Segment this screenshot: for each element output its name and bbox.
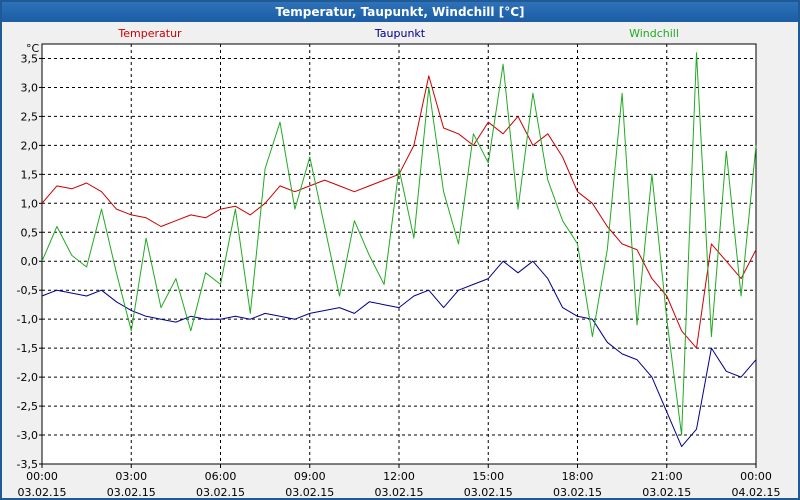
legend-entry-temperatur: Temperatur <box>117 27 182 40</box>
y-tick-label: 1,0 <box>21 197 39 210</box>
x-tick-date-label: 04.02.15 <box>732 486 781 498</box>
y-axis: °C 3,5 3,0 2,5 2,0 1,5 1,0 0,5 0,0 -0,5 -1,0 -1,5 -… <box>17 42 42 471</box>
x-tick-time-label: 06:00 <box>205 470 237 483</box>
legend-entry-taupunkt: Taupunkt <box>374 27 426 40</box>
series-lines <box>41 52 757 448</box>
x-tick-time-label: 18:00 <box>562 470 594 483</box>
y-tick-label: 3,0 <box>21 81 39 94</box>
series-line-windchill <box>41 52 757 436</box>
x-tick-time-label: 09:00 <box>294 470 326 483</box>
legend: Temperatur Taupunkt Windchill <box>117 27 679 40</box>
y-tick-label: 2,0 <box>21 139 39 152</box>
x-tick-date-label: 03.02.15 <box>18 486 67 498</box>
y-tick-label: -3,5 <box>17 458 38 471</box>
y-tick-label: 1,5 <box>21 168 39 181</box>
x-tick-time-label: 12:00 <box>383 470 415 483</box>
y-tick-label: 0,5 <box>21 226 39 239</box>
x-tick-time-label: 15:00 <box>472 470 504 483</box>
y-tick-label: -0,5 <box>17 284 38 297</box>
x-tick-date-label: 03.02.15 <box>553 486 602 498</box>
x-axis: 00:00 03.02.15 03:00 03.02.15 06:00 03.02.15 0… <box>18 464 781 498</box>
chart-area: °C 3,5 3,0 2,5 2,0 1,5 1,0 0,5 0,0 -0,5 -1,0 -1,5 -… <box>17 27 781 498</box>
x-tick-time-label: 00:00 <box>26 470 58 483</box>
x-tick-date-label: 03.02.15 <box>285 486 334 498</box>
y-tick-label: -3,0 <box>17 429 38 442</box>
window-title: Temperatur, Taupunkt, Windchill [°C] <box>2 2 798 22</box>
x-tick-date-label: 03.02.15 <box>642 486 691 498</box>
y-tick-label: 2,5 <box>21 110 39 123</box>
y-tick-label: -1,0 <box>17 313 38 326</box>
x-tick-time-label: 03:00 <box>115 470 147 483</box>
y-tick-label: -2,5 <box>17 400 38 413</box>
x-tick-time-label: 21:00 <box>651 470 683 483</box>
x-tick-date-label: 03.02.15 <box>375 486 424 498</box>
x-tick-date-label: 03.02.15 <box>464 486 513 498</box>
y-tick-label: -2,0 <box>17 371 38 384</box>
y-tick-label: 3,5 <box>21 52 39 65</box>
y-tick-label: 0,0 <box>21 255 39 268</box>
x-tick-time-label: 00:00 <box>740 470 772 483</box>
series-line-taupunkt <box>41 260 757 448</box>
x-tick-date-label: 03.02.15 <box>107 486 156 498</box>
series-line-temperatur <box>41 75 757 349</box>
x-tick-date-label: 03.02.15 <box>196 486 245 498</box>
y-tick-label: -1,5 <box>17 342 38 355</box>
legend-entry-windchill: Windchill <box>629 27 679 40</box>
y-axis-unit-label: °C <box>26 42 40 55</box>
